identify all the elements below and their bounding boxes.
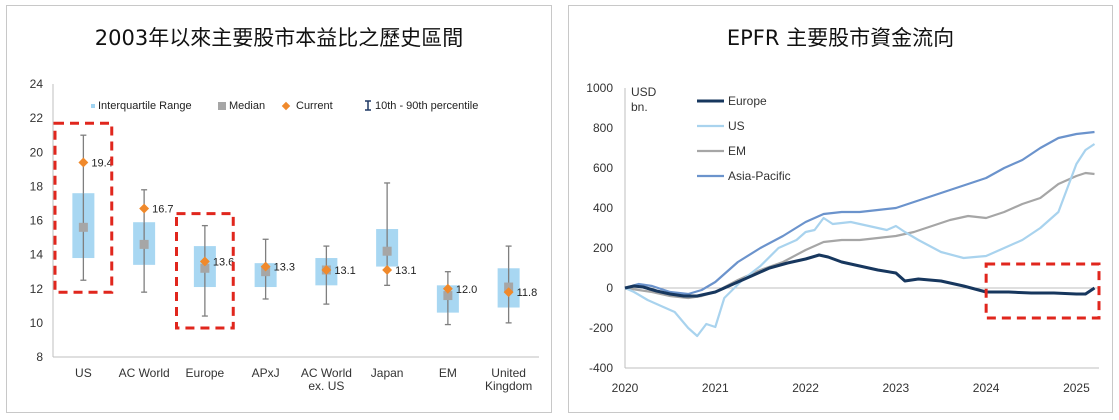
current-value-label: 16.7 xyxy=(152,204,173,216)
median-marker xyxy=(200,263,210,273)
current-marker xyxy=(199,256,210,267)
median-marker xyxy=(261,267,271,277)
x-tick-label: AC World ex. US xyxy=(301,366,352,393)
y-axis-unit-label: USD bn. xyxy=(631,85,657,114)
current-value-label: 11.8 xyxy=(517,287,538,299)
current-value-label: 13.1 xyxy=(334,265,355,277)
y-tick-label: 10 xyxy=(30,316,44,330)
current-marker xyxy=(382,265,393,275)
pe-range-chart: 8 10 12 14 16 18 20 22 24 Interquartile Range Medi… xyxy=(30,77,539,393)
highlight-box xyxy=(53,121,114,294)
current-marker xyxy=(503,287,514,298)
y-tick-label: 20 xyxy=(30,145,44,159)
highlight-box xyxy=(175,212,235,330)
median-marker xyxy=(382,246,392,256)
current-value-label: 13.1 xyxy=(395,265,416,277)
x-tick-label: US xyxy=(75,366,92,380)
x-tick-label: 2021 xyxy=(702,381,729,395)
series-line-asia-pacific xyxy=(624,130,1095,296)
y-tick-label: -400 xyxy=(589,361,613,375)
current-value-label: 13.6 xyxy=(213,256,234,268)
y-tick-label: -200 xyxy=(589,321,613,335)
current-value-label: 13.3 xyxy=(274,262,295,274)
median-marker xyxy=(139,239,149,249)
y-tick-label: 0 xyxy=(606,281,613,295)
y-tick-label: 1000 xyxy=(586,81,613,95)
legend-current-swatch xyxy=(281,101,291,111)
y-tick-label: 200 xyxy=(593,241,613,255)
fund-flow-chart-panel: EPFR 主要股市資金流向 -400 -200 0 200 400 600 800 1000 2… xyxy=(568,5,1113,413)
legend-label: Asia-Pacific xyxy=(728,169,791,183)
y-tick-label: 16 xyxy=(30,214,44,228)
current-value-label: 12.0 xyxy=(456,284,477,296)
x-tick-label: Japan xyxy=(371,366,404,380)
legend-label: US xyxy=(728,119,745,133)
y-tick-label: 600 xyxy=(593,161,613,175)
median-marker xyxy=(78,222,88,232)
x-tick-label: 2024 xyxy=(973,381,1000,395)
pe-range-chart-panel: 2003年以來主要股市本益比之歷史區間 8 10 12 14 16 18 20 22 24 Int… xyxy=(6,5,552,413)
series-line-europe xyxy=(624,253,1096,298)
legend-iqr-swatch xyxy=(91,104,95,108)
legend-iqr-label: Interquartile Range xyxy=(98,100,192,112)
legend-current-label: Current xyxy=(296,100,333,112)
x-tick-label: 2020 xyxy=(612,381,639,395)
y-tick-label: 24 xyxy=(30,77,44,91)
series-line-em xyxy=(624,171,1095,300)
legend-label: EM xyxy=(728,144,746,158)
legend-percentile-label: 10th - 90th percentile xyxy=(375,100,478,112)
series-line-us xyxy=(624,143,1096,338)
legend-label: Europe xyxy=(728,94,767,108)
current-value-label: 19.4 xyxy=(91,157,112,169)
x-tick-label: APxJ xyxy=(252,366,280,380)
legend-median-swatch xyxy=(218,102,226,110)
median-marker xyxy=(504,282,514,292)
y-tick-label: 12 xyxy=(30,282,44,296)
current-marker xyxy=(321,265,332,275)
highlight-box xyxy=(984,262,1101,320)
y-tick-label: 400 xyxy=(593,201,613,215)
y-tick-label: 22 xyxy=(30,111,44,125)
current-marker xyxy=(139,203,150,214)
y-tick-label: 800 xyxy=(593,121,613,135)
chart-title: 2003年以來主要股市本益比之歷史區間 xyxy=(94,26,464,50)
current-marker xyxy=(442,283,453,294)
current-marker xyxy=(78,157,89,168)
x-tick-label: 2023 xyxy=(883,381,910,395)
x-tick-label: 2025 xyxy=(1063,381,1090,395)
x-tick-label: Europe xyxy=(186,366,225,380)
legend-median-label: Median xyxy=(229,100,265,112)
y-tick-label: 8 xyxy=(36,350,43,364)
chart-title: EPFR 主要股市資金流向 xyxy=(726,26,955,50)
x-tick-label: AC World xyxy=(119,366,170,380)
y-tick-label: 14 xyxy=(30,248,44,262)
x-tick-label: 2022 xyxy=(792,381,819,395)
x-tick-label: EM xyxy=(439,366,457,380)
y-tick-label: 18 xyxy=(30,179,44,193)
median-marker xyxy=(443,291,453,301)
fund-flow-chart: -400 -200 0 200 400 600 800 1000 2020 2021 2022 202… xyxy=(586,81,1101,395)
x-tick-label: United Kingdom xyxy=(485,366,532,393)
